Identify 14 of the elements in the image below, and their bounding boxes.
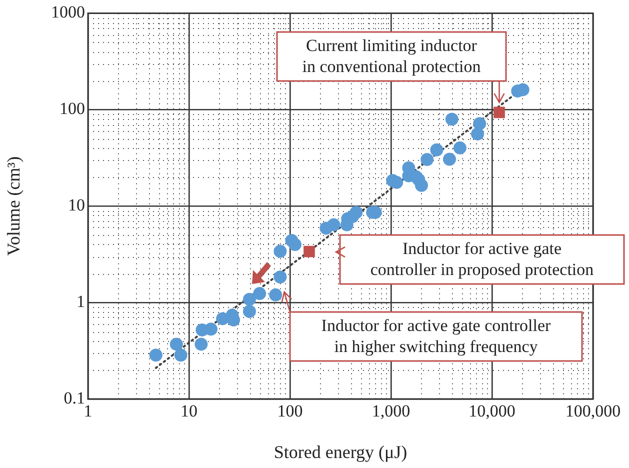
x-axis-title: Stored energy (μJ) xyxy=(274,442,408,462)
x-tick-label: 100,000 xyxy=(565,402,621,421)
x-tick-label: 1,000 xyxy=(372,402,410,421)
y-tick-label: 10 xyxy=(68,196,85,215)
y-tick-label: 1 xyxy=(76,292,85,312)
y-axis-title: Volume (cm³) xyxy=(4,156,24,256)
x-tick-label: 10 xyxy=(180,402,198,421)
x-tick-label: 100 xyxy=(277,402,303,421)
y-tick-label: 100 xyxy=(60,99,85,118)
y-tick-label: 1000 xyxy=(51,2,85,22)
y-tick-label: 0.1 xyxy=(64,388,85,408)
annotation: Current limiting inductor in conventional protection xyxy=(277,32,506,80)
annotation: Inductor for active gate controller in higher switching frequency xyxy=(290,312,582,360)
x-tick-label: 10,000 xyxy=(468,402,516,421)
